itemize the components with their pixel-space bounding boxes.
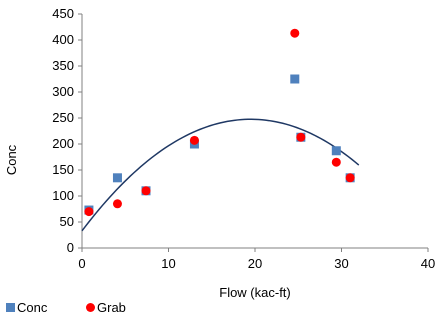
x-tick-label: 10 bbox=[161, 256, 175, 271]
y-tick-label: 300 bbox=[52, 84, 74, 99]
y-tick-label: 250 bbox=[52, 110, 74, 125]
y-tick-label: 200 bbox=[52, 136, 74, 151]
grab-point bbox=[189, 135, 199, 145]
legend-label: Conc bbox=[17, 300, 48, 315]
grab-point bbox=[296, 132, 306, 142]
grab-point bbox=[112, 199, 122, 209]
x-tick-label: 0 bbox=[78, 256, 85, 271]
y-tick-label: 350 bbox=[52, 58, 74, 73]
y-axis-label: Conc bbox=[4, 144, 19, 175]
legend: Conc Grab bbox=[6, 300, 126, 315]
x-axis-label: Flow (kac-ft) bbox=[219, 285, 291, 300]
conc-point bbox=[290, 74, 300, 84]
x-tick-label: 20 bbox=[248, 256, 262, 271]
grab-point bbox=[290, 28, 300, 38]
legend-grab-marker bbox=[86, 303, 95, 312]
data-points bbox=[84, 28, 355, 217]
x-axis-ticks: 0 10 20 30 40 bbox=[78, 248, 435, 271]
conc-point bbox=[112, 173, 122, 183]
grab-point bbox=[345, 173, 355, 183]
grab-point bbox=[331, 157, 341, 167]
legend-conc-marker bbox=[6, 303, 15, 312]
y-axis-ticks: 0 50 100 150 200 250 300 350 400 450 bbox=[52, 6, 82, 255]
grab-point bbox=[141, 186, 151, 196]
x-tick-label: 40 bbox=[421, 256, 435, 271]
y-tick-label: 0 bbox=[67, 240, 74, 255]
y-tick-label: 450 bbox=[52, 6, 74, 21]
x-tick-label: 30 bbox=[334, 256, 348, 271]
y-tick-label: 100 bbox=[52, 188, 74, 203]
y-tick-label: 400 bbox=[52, 32, 74, 47]
y-tick-label: 150 bbox=[52, 162, 74, 177]
trendline bbox=[81, 118, 360, 232]
y-tick-label: 50 bbox=[60, 214, 74, 229]
legend-label: Grab bbox=[97, 300, 126, 315]
grab-point bbox=[84, 207, 94, 217]
conc-point bbox=[331, 146, 341, 156]
